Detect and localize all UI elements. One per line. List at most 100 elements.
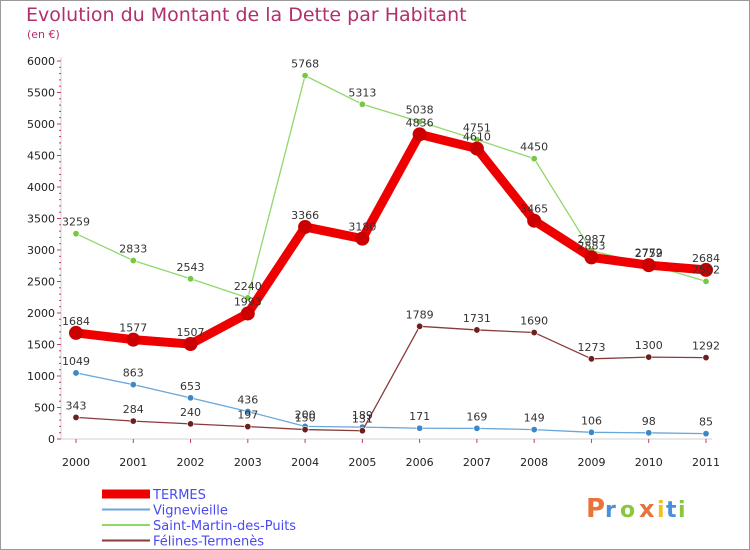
x-tick-label: 2009 (577, 456, 605, 469)
data-point (129, 381, 137, 389)
x-tick-label: 2007 (463, 456, 491, 469)
data-point (530, 155, 538, 163)
data-point (469, 141, 484, 156)
data-point (244, 423, 252, 431)
data-label: 2684 (692, 252, 720, 265)
data-label: 3180 (348, 221, 376, 234)
data-point (183, 337, 198, 352)
data-label: 4751 (463, 122, 491, 135)
logo-p: P (586, 494, 605, 524)
chart-legend: TERMESVignevieilleSaint-Martin-des-Puits… (102, 488, 296, 550)
data-point (240, 306, 255, 321)
data-point (301, 426, 309, 434)
data-point (587, 355, 595, 363)
chart-axes: 0 500 1000 1500 2000 2500 3000 3500 4000 4500 5000… (27, 55, 720, 469)
y-tick-label: 1000 (27, 370, 55, 383)
data-label: 98 (642, 415, 656, 428)
data-label: 150 (295, 412, 316, 425)
logo-x: x (639, 495, 655, 523)
x-tick-label: 2002 (177, 456, 205, 469)
data-label: 171 (409, 410, 430, 423)
data-label: 3366 (291, 209, 319, 222)
data-label: 4836 (406, 116, 434, 129)
data-point (187, 420, 195, 428)
data-label: 284 (123, 403, 144, 416)
series-line (75, 74, 707, 299)
data-label: 131 (352, 413, 373, 426)
data-point (641, 258, 656, 273)
data-label: 1273 (577, 341, 605, 354)
logo-r: r (605, 498, 616, 523)
data-label: 1731 (463, 312, 491, 325)
data-point (416, 424, 424, 432)
y-tick-label: 4000 (27, 181, 55, 194)
data-point (72, 369, 80, 377)
data-point (298, 219, 313, 234)
data-label: 1993 (234, 295, 262, 308)
series-line (71, 129, 711, 349)
data-label: 2502 (692, 263, 720, 276)
data-label: 1292 (692, 340, 720, 353)
data-label: 2883 (577, 239, 605, 252)
data-point (584, 250, 599, 265)
data-label: 169 (466, 410, 487, 423)
data-label: 4450 (520, 141, 548, 154)
data-point (301, 72, 309, 80)
data-point (69, 325, 83, 340)
data-label: 149 (524, 412, 545, 425)
data-point (129, 417, 137, 425)
y-tick-label: 500 (34, 402, 55, 415)
data-point (355, 231, 370, 246)
data-label: 2543 (177, 261, 205, 274)
x-tick-label: 2011 (692, 456, 720, 469)
data-label: 3465 (520, 203, 548, 216)
data-point (587, 428, 595, 436)
data-label: 197 (237, 409, 258, 422)
data-point (530, 426, 538, 434)
data-point (527, 213, 542, 228)
data-point (129, 257, 137, 265)
data-point (244, 408, 252, 416)
legend-label: Félines-Termenès (153, 535, 264, 550)
chart-subtitle: (en €) (27, 28, 60, 41)
y-tick-label: 5500 (27, 87, 55, 100)
data-labels: 1684 1577 1507 1993 3366 3180 4836 4610 3465 2883… (62, 58, 720, 429)
y-tick-label: 0 (48, 433, 55, 446)
data-label: 1690 (520, 315, 548, 328)
y-tick-label: 4500 (27, 150, 55, 163)
y-tick-label: 6000 (27, 55, 55, 68)
data-point (72, 413, 80, 421)
data-label: 4610 (463, 131, 491, 144)
data-label: 5313 (348, 86, 376, 99)
data-point (72, 230, 80, 238)
y-tick-label: 2500 (27, 276, 55, 289)
data-label: 1684 (62, 315, 90, 328)
data-point (244, 294, 252, 302)
data-label: 1300 (635, 339, 663, 352)
data-point (358, 100, 366, 108)
data-point (416, 322, 424, 330)
data-label: 2759 (635, 247, 663, 260)
data-point (187, 394, 195, 402)
y-tick-label: 5000 (27, 118, 55, 131)
data-label: 5768 (291, 58, 319, 71)
data-label: 1507 (177, 326, 205, 339)
x-tick-label: 2006 (406, 456, 434, 469)
series-lines (69, 72, 713, 438)
y-tick-label: 3500 (27, 213, 55, 226)
x-tick-label: 2003 (234, 456, 262, 469)
x-tick-label: 2008 (520, 456, 548, 469)
data-label: 2772 (635, 246, 663, 259)
data-point (645, 353, 653, 361)
data-label: 3259 (62, 216, 90, 229)
data-point (412, 127, 427, 142)
data-point (530, 329, 538, 337)
y-tick-label: 2000 (27, 307, 55, 320)
data-label: 1789 (406, 308, 434, 321)
data-label: 2833 (119, 243, 147, 256)
logo-i1: i (657, 498, 665, 523)
x-tick-label: 2005 (348, 456, 376, 469)
data-point (702, 354, 710, 362)
